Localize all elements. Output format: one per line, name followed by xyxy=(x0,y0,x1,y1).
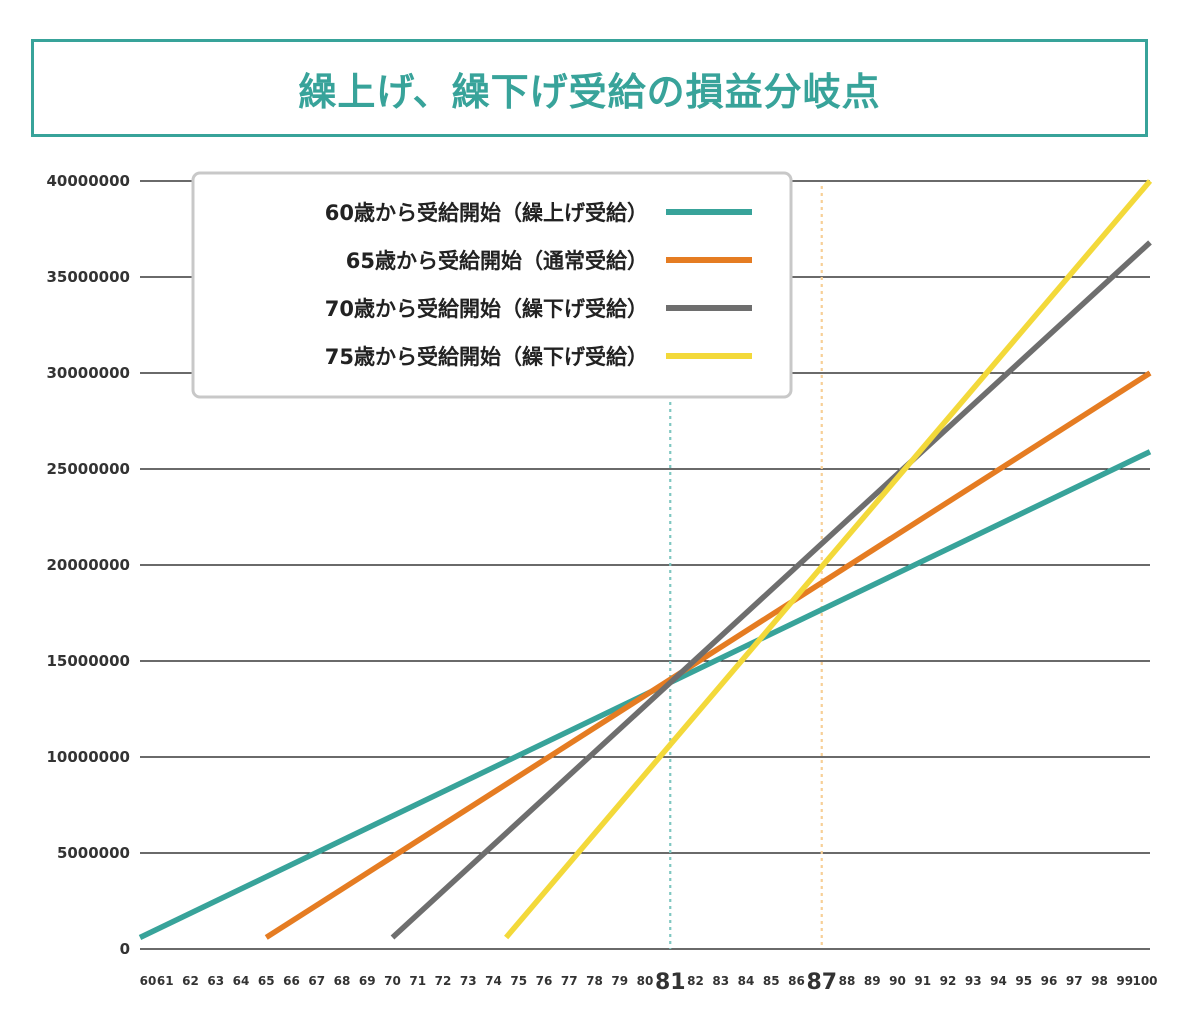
x-axis-labels: 60 61 62 63 64 65 66 67 68 69 70 71 72 73 74 75 76 77 78 79… xyxy=(140,970,1158,995)
x-tick-label: 63 xyxy=(207,974,224,988)
legend-box xyxy=(191,171,793,399)
x-tick-label: 69 xyxy=(359,974,376,988)
x-tick-label: 77 xyxy=(561,974,578,988)
x-tick-label: 67 xyxy=(308,974,325,988)
y-tick-label: 0 xyxy=(120,940,130,958)
x-tick-label: 95 xyxy=(1015,974,1032,988)
x-tick-label: 83 xyxy=(712,974,729,988)
legend-label: 70歳から受給開始（繰下げ受給） xyxy=(325,297,648,321)
x-tick-label: 89 xyxy=(864,974,881,988)
x-tick-label: 76 xyxy=(536,974,553,988)
x-tick-label: 70 xyxy=(384,974,401,988)
x-tick-label: 84 xyxy=(738,974,755,988)
x-tick-label: 73 xyxy=(460,974,477,988)
x-tick-label-highlight: 87 xyxy=(806,970,837,995)
legend-label: 60歳から受給開始（繰上げ受給） xyxy=(325,201,648,225)
x-tick-label: 90 xyxy=(889,974,906,988)
chart-title-box: 繰上げ、繰下げ受給の損益分岐点 xyxy=(31,39,1148,137)
x-tick-label: 82 xyxy=(687,974,704,988)
y-axis-labels: 0 5000000 10000000 15000000 20000000 25000000… xyxy=(47,172,131,958)
x-tick-label: 94 xyxy=(990,974,1007,988)
y-tick-label: 30000000 xyxy=(47,364,131,382)
x-tick-label: 68 xyxy=(334,974,351,988)
x-tick-label: 85 xyxy=(763,974,780,988)
x-tick-label: 64 xyxy=(233,974,250,988)
y-tick-label: 25000000 xyxy=(47,460,131,478)
legend: 60歳から受給開始（繰上げ受給） 65歳から受給開始（通常受給） 70歳から受給開始… xyxy=(191,171,793,399)
x-tick-label: 86 xyxy=(788,974,805,988)
x-tick-label: 72 xyxy=(435,974,452,988)
x-tick-label: 74 xyxy=(485,974,502,988)
legend-label: 75歳から受給開始（繰下げ受給） xyxy=(325,345,648,369)
x-tick-label: 71 xyxy=(409,974,426,988)
y-tick-label: 10000000 xyxy=(47,748,131,766)
legend-label: 65歳から受給開始（通常受給） xyxy=(346,249,648,273)
y-tick-label: 40000000 xyxy=(47,172,131,190)
y-tick-label: 20000000 xyxy=(47,556,131,574)
x-tick-label: 98 xyxy=(1091,974,1108,988)
series-line xyxy=(390,240,1152,940)
x-tick-label: 92 xyxy=(940,974,957,988)
x-tick-label: 88 xyxy=(839,974,856,988)
x-tick-label: 99 xyxy=(1116,974,1133,988)
x-tick-label: 61 xyxy=(157,974,174,988)
x-tick-label: 96 xyxy=(1041,974,1058,988)
series-line xyxy=(264,370,1152,940)
x-tick-label: 78 xyxy=(586,974,603,988)
x-tick-label: 62 xyxy=(182,974,199,988)
x-tick-label: 80 xyxy=(637,974,654,988)
series-lines xyxy=(138,179,1153,940)
y-tick-label: 5000000 xyxy=(57,844,130,862)
x-tick-label: 66 xyxy=(283,974,300,988)
y-tick-label: 35000000 xyxy=(47,268,131,286)
x-tick-label: 60 xyxy=(140,974,157,988)
x-tick-label: 93 xyxy=(965,974,982,988)
x-tick-label: 79 xyxy=(611,974,628,988)
chart-title: 繰上げ、繰下げ受給の損益分岐点 xyxy=(298,69,881,114)
x-tick-label: 75 xyxy=(510,974,527,988)
x-tick-label: 100 xyxy=(1132,974,1157,988)
y-tick-label: 15000000 xyxy=(47,652,131,670)
reference-lines xyxy=(669,186,823,949)
x-tick-label: 97 xyxy=(1066,974,1083,988)
series-line xyxy=(504,179,1153,940)
x-tick-label-highlight: 81 xyxy=(655,970,686,995)
x-tick-label: 65 xyxy=(258,974,275,988)
x-tick-label: 91 xyxy=(914,974,931,988)
